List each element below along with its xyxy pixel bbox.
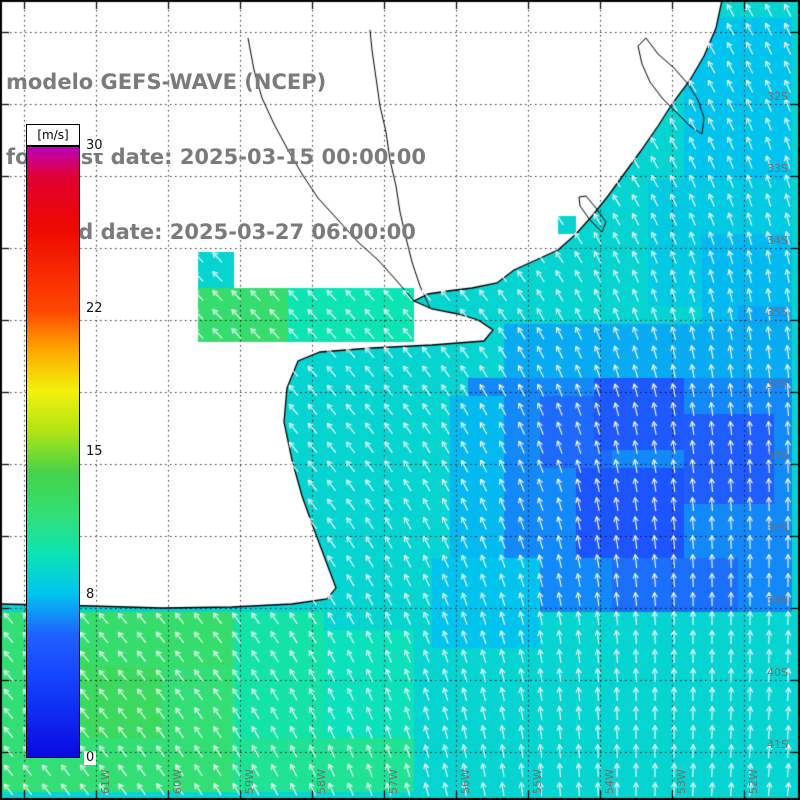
colorbar-gradient [26,146,80,758]
colorbar-tick-label: 0 [84,750,97,765]
colorbar: [m/s] 30 22 15 8 0 [26,124,105,765]
colorbar-gradient-fill [27,147,79,757]
colorbar-tick-label: 8 [84,586,97,602]
colorbar-tick-label: 30 [84,138,105,153]
colorbar-tick-label: 22 [84,301,105,317]
colorbar-tick-label: 15 [84,444,105,459]
colorbar-unit-label: [m/s] [26,124,80,146]
